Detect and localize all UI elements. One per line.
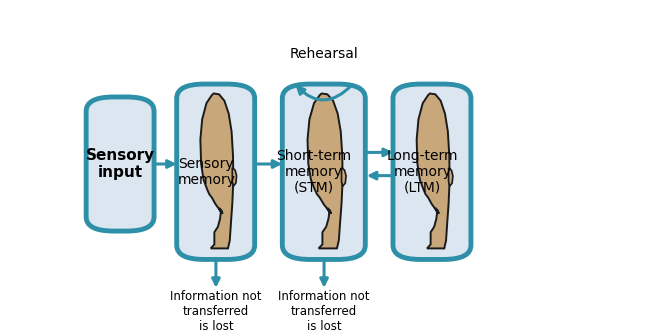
Text: Long-term
memory
(LTM): Long-term memory (LTM)	[387, 148, 458, 195]
Polygon shape	[417, 93, 450, 249]
FancyBboxPatch shape	[393, 84, 471, 259]
Text: Information not
transferred
is lost: Information not transferred is lost	[278, 290, 370, 333]
Polygon shape	[448, 168, 453, 186]
Text: Sensory
input: Sensory input	[86, 148, 154, 180]
Polygon shape	[341, 168, 346, 186]
FancyBboxPatch shape	[282, 84, 365, 259]
Polygon shape	[308, 93, 343, 249]
Text: Information not
transferred
is lost: Information not transferred is lost	[170, 290, 262, 333]
FancyBboxPatch shape	[177, 84, 254, 259]
Polygon shape	[201, 93, 234, 249]
Text: Sensory
memory: Sensory memory	[177, 157, 236, 187]
Text: Short-term
memory
(STM): Short-term memory (STM)	[276, 148, 351, 195]
Polygon shape	[232, 168, 237, 186]
Text: Rehearsal: Rehearsal	[289, 47, 358, 61]
FancyArrowPatch shape	[298, 85, 352, 100]
FancyBboxPatch shape	[86, 97, 154, 231]
